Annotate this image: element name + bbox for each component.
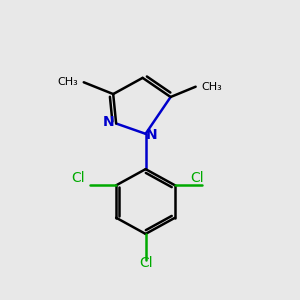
Text: Cl: Cl xyxy=(71,171,85,185)
Text: N: N xyxy=(146,128,158,142)
Text: Cl: Cl xyxy=(139,256,152,270)
Text: N: N xyxy=(103,115,115,129)
Text: Cl: Cl xyxy=(190,171,204,185)
Text: CH₃: CH₃ xyxy=(58,77,79,87)
Text: CH₃: CH₃ xyxy=(201,82,222,92)
